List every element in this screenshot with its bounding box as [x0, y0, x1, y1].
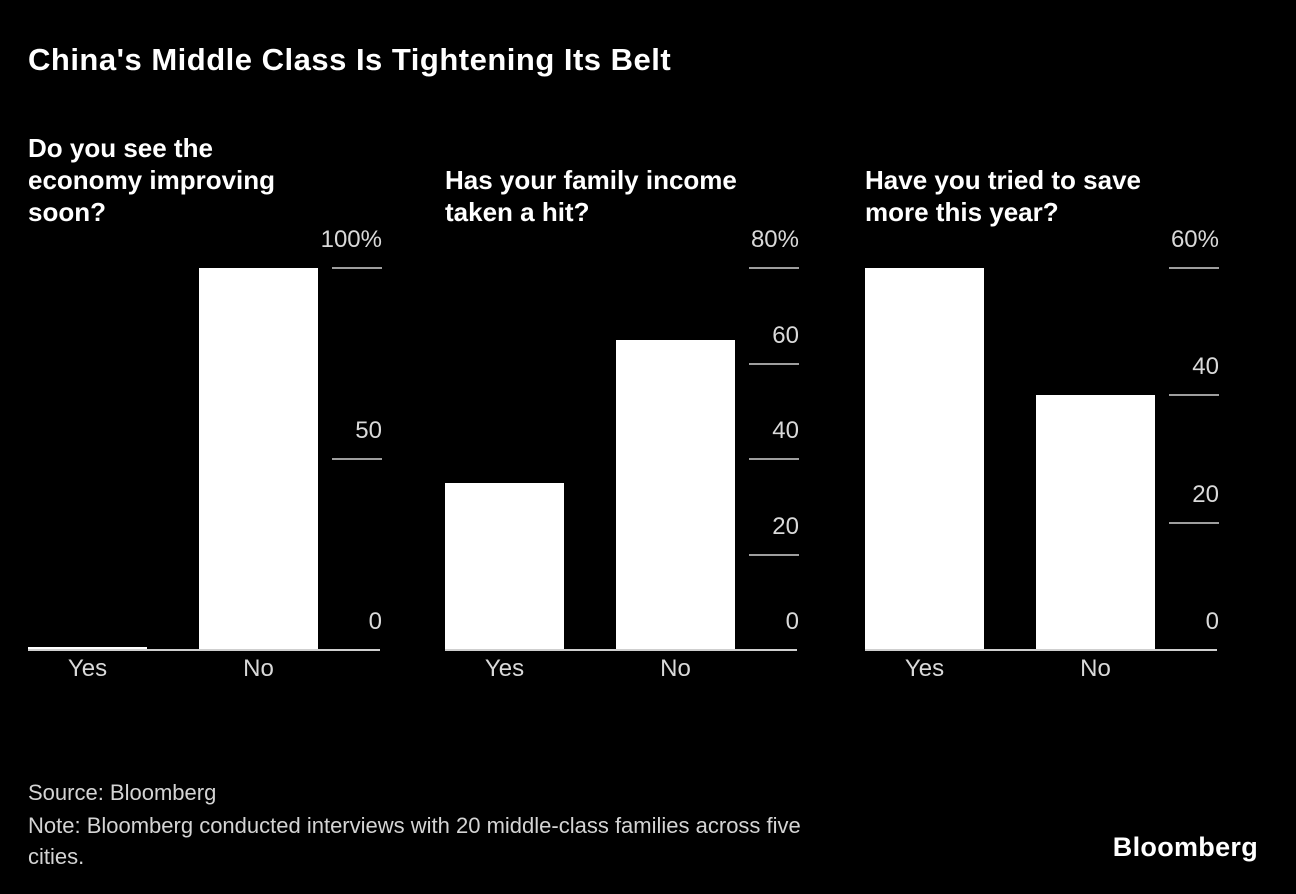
panel-question: Do you see the economy improving soon? — [28, 133, 276, 227]
source-line: Source: Bloomberg — [28, 780, 217, 805]
chart-panel-3: Have you tried to save more this year? 0 2… — [865, 0, 1219, 894]
y-tick-dash — [332, 458, 382, 460]
y-tick-label: 100% — [320, 226, 382, 253]
chart-panel-1: Do you see the economy improving soon? 0 5… — [28, 0, 382, 894]
y-tick-label: 50 — [355, 417, 382, 444]
x-category-label: No — [243, 655, 274, 682]
y-tick-dash — [749, 458, 799, 460]
x-axis-line — [445, 649, 797, 651]
y-tick-dash — [749, 362, 799, 365]
y-tick-label: 40 — [1192, 353, 1219, 381]
y-tick-label: 60% — [1170, 226, 1219, 253]
chart-panel-2: Has your family income taken a hit? 0 20 40… — [445, 0, 799, 894]
x-category-label: Yes — [67, 655, 108, 682]
y-tick-label: 40 — [772, 417, 799, 444]
panel-question: Have you tried to save more this year? — [865, 165, 1141, 227]
y-tick-dash — [1169, 267, 1219, 269]
chart-title: China's Middle Class Is Tightening Its B… — [28, 42, 672, 77]
y-tick-dash — [332, 267, 382, 269]
y-tick-label: 20 — [1192, 480, 1219, 508]
bar-no — [199, 268, 318, 650]
y-tick-label: 20 — [772, 512, 799, 540]
y-tick-label: 60 — [772, 321, 799, 349]
x-axis-line — [28, 649, 380, 651]
x-category-label: No — [660, 655, 691, 682]
bar-no — [1036, 395, 1155, 650]
y-tick-label: 0 — [368, 608, 382, 635]
bloomberg-logo: Bloomberg — [1112, 832, 1258, 862]
x-category-label: Yes — [484, 655, 525, 682]
x-category-label: Yes — [904, 655, 945, 682]
bar-no — [616, 340, 735, 650]
y-tick-label: 80% — [750, 226, 799, 253]
y-tick-dash — [749, 267, 799, 269]
x-category-label: No — [1080, 655, 1111, 682]
y-tick-label: 0 — [1205, 608, 1219, 635]
bar-yes — [445, 483, 564, 650]
panel-question: Has your family income taken a hit? — [445, 165, 737, 227]
bar-yes — [865, 268, 984, 650]
x-axis-line — [865, 649, 1217, 651]
y-tick-dash — [1169, 394, 1219, 397]
y-tick-dash — [749, 553, 799, 556]
note-line: Note: Bloomberg conducted interviews wit… — [28, 813, 801, 869]
y-tick-dash — [1169, 521, 1219, 524]
y-tick-label: 0 — [785, 608, 799, 635]
bar-yes — [28, 647, 147, 650]
